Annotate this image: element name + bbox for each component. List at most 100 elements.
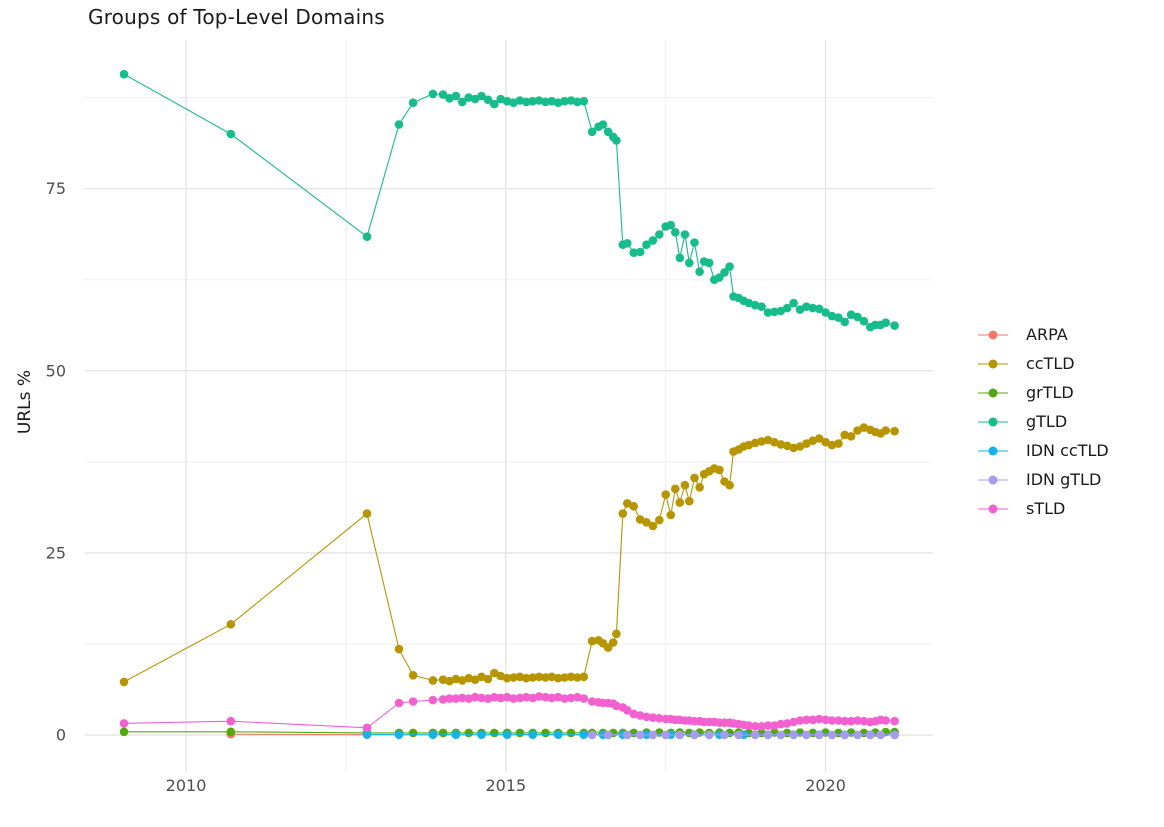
data-point [362, 723, 372, 733]
data-point [623, 706, 632, 715]
data-point [685, 496, 694, 506]
data-point [808, 715, 818, 725]
data-point [757, 437, 766, 446]
data-point [428, 676, 438, 685]
data-point [515, 693, 525, 703]
data-point [655, 515, 664, 525]
data-point [808, 303, 818, 313]
data-point [680, 230, 690, 239]
legend-key-icon [978, 445, 1008, 457]
data-point [859, 316, 869, 326]
data-point [451, 694, 461, 703]
y-axis-title: URLs % [15, 369, 35, 435]
series-line [123, 73, 895, 328]
data-point [642, 712, 651, 722]
data-point [226, 727, 236, 737]
data-point [579, 730, 589, 739]
data-point [579, 694, 589, 703]
data-point [814, 730, 824, 740]
data-point [515, 96, 525, 105]
legend-item-idn-gtld: IDN gTLD [978, 465, 1109, 494]
data-point [629, 502, 638, 511]
data-point [522, 97, 531, 107]
data-point [612, 629, 621, 639]
data-point [853, 730, 862, 740]
data-point [802, 730, 811, 740]
data-point [515, 672, 525, 682]
chart-title: Groups of Top-Level Domains [88, 5, 385, 29]
data-point [408, 728, 418, 738]
data-point [119, 719, 129, 728]
data-point [428, 89, 438, 99]
data-point [680, 480, 690, 490]
data-point [509, 673, 518, 682]
data-point [648, 713, 658, 722]
data-point [394, 644, 404, 654]
data-point [750, 722, 760, 731]
data-point [802, 715, 811, 725]
data-point [587, 636, 597, 646]
data-point [642, 240, 651, 249]
legend-key-icon [978, 503, 1008, 515]
y-tick-label: 50 [46, 361, 66, 380]
legend-item-label: ARPA [1026, 325, 1068, 344]
data-point [782, 303, 792, 313]
data-point [814, 304, 824, 314]
data-point [623, 730, 632, 740]
legend-key-icon [978, 329, 1008, 341]
data-point [408, 98, 418, 107]
data-point [744, 721, 754, 730]
data-point [496, 693, 506, 703]
data-point [827, 716, 837, 725]
data-point [671, 484, 680, 494]
y-tick-label: 25 [46, 543, 66, 562]
legend-item-idn-cctld: IDN ccTLD [978, 436, 1109, 465]
data-point [789, 730, 798, 740]
data-point [573, 97, 582, 107]
data-point [612, 136, 621, 145]
data-point [428, 695, 438, 705]
data-point [675, 498, 685, 507]
data-point [834, 313, 843, 322]
data-point [648, 521, 658, 531]
data-point [715, 465, 724, 475]
data-point [502, 673, 512, 683]
data-point [522, 673, 531, 683]
legend-key-icon [978, 416, 1008, 428]
data-point [690, 730, 699, 740]
data-point [587, 697, 597, 706]
data-point [445, 694, 454, 703]
data-point [438, 675, 448, 684]
data-point [648, 730, 658, 740]
data-point [451, 730, 461, 739]
data-point [464, 728, 474, 738]
data-point [587, 127, 597, 137]
data-point [618, 509, 628, 518]
data-point [541, 692, 550, 702]
gridlines [85, 40, 933, 772]
x-tick-label: 2020 [805, 776, 846, 795]
legend-item-label: grTLD [1026, 383, 1074, 402]
data-point [734, 730, 743, 740]
data-point [695, 267, 704, 277]
data-point [642, 518, 651, 527]
data-point [853, 312, 862, 322]
data-point [635, 711, 645, 720]
data-point [671, 228, 680, 237]
data-point [394, 120, 404, 129]
legend-dot-icon [988, 475, 998, 484]
data-point [776, 730, 786, 740]
data-point [566, 693, 576, 703]
data-point [675, 253, 685, 263]
series-stld [119, 692, 899, 733]
data-point [635, 247, 645, 257]
data-point [438, 90, 448, 99]
data-point [566, 672, 576, 682]
data-point [725, 480, 734, 490]
data-point [470, 675, 480, 684]
data-point [690, 238, 699, 247]
data-point [827, 730, 837, 740]
series-arpa [226, 729, 372, 739]
legend-dot-icon [988, 359, 998, 368]
